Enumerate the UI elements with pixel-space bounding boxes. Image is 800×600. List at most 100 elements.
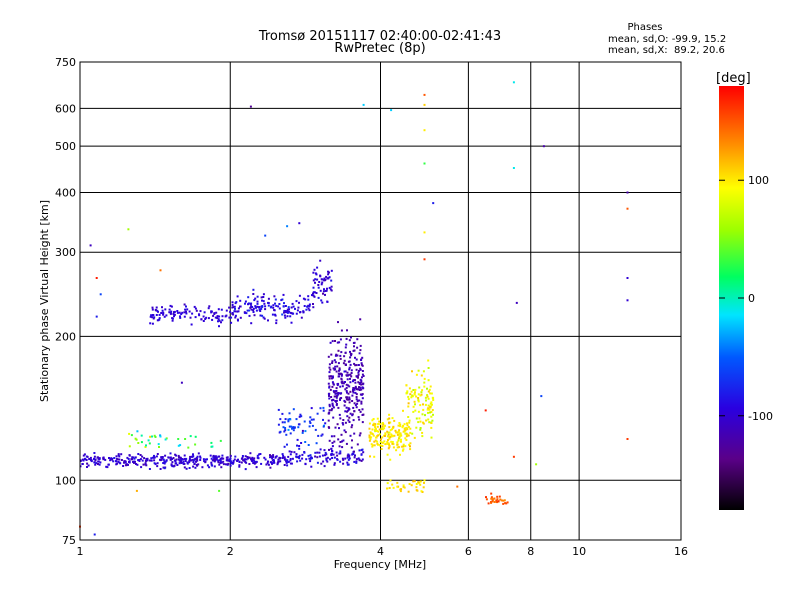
data-point-1555	[413, 400, 416, 403]
data-point-668	[158, 318, 161, 321]
data-point-118	[255, 460, 258, 463]
chart-title: Tromsø 20151117 02:40:00-02:41:43	[258, 29, 502, 44]
data-point-402	[146, 459, 149, 462]
data-point-1373	[404, 437, 407, 440]
data-point-1480	[392, 426, 395, 429]
data-point-856	[312, 303, 314, 305]
data-point-248	[220, 461, 223, 464]
data-point-769	[269, 306, 272, 309]
data-point-1615	[412, 480, 415, 483]
data-point-91	[250, 458, 253, 460]
data-point-751	[282, 293, 285, 296]
data-point-1524	[417, 399, 420, 401]
data-point-360	[186, 461, 189, 464]
data-point-1520	[414, 409, 417, 412]
data-point-1512	[417, 369, 420, 372]
data-point-1150	[345, 343, 348, 346]
data-point-746	[263, 302, 266, 305]
data-point-51	[146, 457, 149, 460]
data-point-779	[247, 303, 249, 306]
data-point-427	[298, 457, 301, 460]
data-point-448	[320, 462, 323, 465]
data-point-814	[256, 300, 259, 303]
data-point-854	[328, 271, 330, 274]
data-point-653	[169, 304, 172, 307]
data-point-135	[277, 458, 280, 461]
data-point-760	[283, 309, 286, 312]
data-point-1617	[402, 484, 405, 487]
data-point-44	[183, 454, 186, 457]
data-point-290	[162, 458, 165, 461]
data-point-1392	[393, 434, 396, 437]
data-point-489	[326, 460, 329, 463]
data-point-943	[347, 392, 350, 395]
data-point-840	[322, 290, 325, 293]
data-point-1101	[339, 417, 342, 420]
data-point-790	[250, 322, 253, 325]
data-point-175	[222, 460, 225, 463]
data-point-296	[184, 460, 187, 462]
data-point-1177	[327, 419, 330, 422]
data-point-384	[221, 454, 224, 457]
data-point-813	[243, 311, 246, 314]
x-tick-label-4: 8	[527, 545, 534, 558]
data-point-1170	[331, 362, 334, 364]
data-point-1656	[503, 499, 506, 502]
data-point-95	[219, 462, 222, 464]
data-point-1492	[380, 427, 383, 430]
data-point-362	[183, 466, 186, 469]
data-point-1473	[369, 431, 372, 434]
data-point-1690	[89, 244, 92, 247]
data-point-1678	[512, 167, 515, 169]
data-point-733	[252, 307, 255, 310]
data-point-744	[286, 311, 289, 314]
data-point-336	[164, 454, 167, 457]
data-point-162	[81, 463, 84, 465]
data-point-1419	[368, 434, 371, 437]
data-point-1212	[338, 368, 341, 371]
data-point-547	[177, 438, 180, 440]
data-point-550	[153, 434, 156, 437]
data-point-240	[185, 467, 188, 470]
data-point-1561	[428, 408, 431, 411]
data-point-1255	[301, 431, 304, 434]
data-point-398	[269, 466, 272, 469]
data-point-254	[192, 453, 194, 456]
data-point-949	[358, 434, 361, 437]
data-point-728	[236, 295, 239, 298]
data-point-143	[131, 456, 134, 459]
data-point-223	[169, 452, 172, 455]
data-point-1599	[407, 395, 410, 398]
data-point-42	[193, 463, 196, 465]
data-point-96	[183, 462, 186, 465]
data-point-449	[341, 457, 344, 460]
data-point-819	[261, 299, 263, 302]
data-point-1067	[350, 372, 353, 374]
data-point-1674	[423, 231, 426, 234]
data-point-278	[132, 460, 134, 463]
data-point-691	[267, 301, 269, 304]
data-point-589	[203, 311, 206, 314]
data-point-1651	[493, 501, 496, 503]
data-point-662	[218, 315, 221, 318]
data-point-554	[148, 442, 151, 445]
data-point-487	[330, 454, 333, 457]
data-point-1243	[312, 418, 315, 421]
data-point-1121	[331, 375, 334, 378]
data-point-937	[342, 419, 345, 421]
data-point-409	[285, 460, 288, 463]
data-point-388	[227, 462, 230, 465]
data-point-414	[217, 461, 220, 464]
data-point-576	[212, 314, 215, 317]
data-point-571	[215, 311, 218, 314]
data-point-506	[352, 453, 355, 455]
data-point-1077	[349, 352, 352, 355]
data-point-1225	[346, 374, 348, 377]
data-point-503	[289, 459, 292, 462]
data-point-958	[330, 375, 332, 378]
data-point-1203	[328, 377, 331, 380]
data-point-620	[205, 316, 208, 319]
data-point-1474	[403, 427, 406, 430]
data-point-56	[267, 460, 269, 463]
data-point-953	[352, 389, 354, 392]
